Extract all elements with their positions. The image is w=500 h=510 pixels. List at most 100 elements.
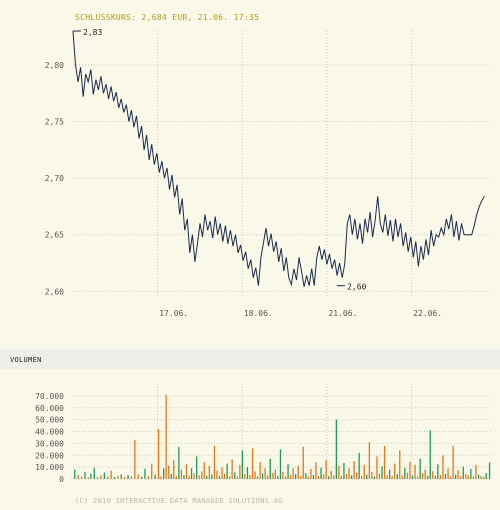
price-annotation-label: 2,60 [347, 283, 366, 292]
volume-bar [137, 474, 139, 479]
volume-bar [472, 476, 475, 479]
volume-bar [93, 467, 95, 479]
volume-bar [183, 475, 185, 479]
volume-bar [345, 474, 348, 479]
volume-bar [84, 471, 86, 479]
price-annotation-label: 2,83 [83, 28, 102, 37]
volume-bar [211, 474, 213, 479]
volume-bar [289, 475, 292, 479]
volume-bar [160, 476, 162, 479]
volume-bar [419, 458, 421, 479]
volume-bar [170, 474, 172, 479]
volume-bar [457, 470, 459, 479]
volume-bar [110, 470, 112, 479]
volume-bar [262, 473, 264, 479]
volume-bar [480, 476, 482, 479]
volume-bar [411, 475, 414, 479]
volume-bar [444, 473, 447, 479]
volume-y-tick-label: 10.000 [35, 463, 64, 472]
volume-bar [386, 475, 388, 479]
volume-bar [208, 465, 210, 479]
volume-bar [381, 466, 383, 479]
volume-bar [328, 476, 330, 479]
price-y-tick-label: 2,80 [45, 61, 64, 70]
volume-bar [267, 475, 269, 479]
price-y-axis: 2,60 2,65 2,70 2,75 2,80 [45, 61, 64, 296]
volume-bar [399, 450, 401, 479]
volume-bar [256, 476, 259, 479]
volume-bar [236, 476, 238, 479]
volume-bar [226, 463, 228, 479]
volume-bar [376, 456, 378, 479]
volume-bar [406, 472, 409, 479]
price-annotations: 2,83 2,60 [73, 28, 367, 292]
volume-y-tick-label: 30.000 [35, 439, 64, 448]
volume-bar [460, 476, 462, 479]
volume-bar [447, 468, 449, 479]
volume-bar [297, 465, 299, 479]
volume-bar [206, 475, 208, 479]
volume-bar [409, 461, 411, 479]
price-x-tick-label: 22.06. [413, 309, 442, 318]
volume-bar [180, 469, 182, 479]
volume-bar [244, 474, 246, 479]
volume-bar [391, 476, 393, 479]
volume-bar [401, 475, 403, 479]
volume-bar [427, 475, 429, 479]
volume-bar [272, 472, 274, 479]
volume-bar [147, 476, 149, 479]
copyright-footer: (C) 2010 INTERACTIVE DATA MANAGED SOLUTI… [75, 497, 283, 505]
volume-bar [241, 450, 243, 479]
volume-bar [310, 468, 312, 479]
price-y-tick-label: 2,70 [45, 174, 64, 183]
volume-bar [127, 475, 129, 479]
volume-bar [373, 476, 375, 479]
volume-bar [77, 474, 79, 479]
volume-bar [203, 462, 205, 479]
volume-bar [213, 445, 216, 480]
price-x-tick-label: 21.06. [328, 309, 357, 318]
volume-y-tick-label: 40.000 [35, 428, 64, 437]
volume-bar [394, 463, 396, 479]
volume-bar [168, 465, 170, 479]
volume-bar [416, 476, 419, 479]
volume-bar [439, 475, 442, 479]
volume-bar [396, 474, 398, 479]
volume-bar [120, 474, 122, 480]
price-grid [73, 31, 492, 297]
volume-bar [335, 419, 337, 479]
volume-bar [295, 474, 297, 479]
volume-bar [361, 476, 363, 479]
volume-y-tick-label: 20.000 [35, 451, 64, 460]
volume-bar [475, 464, 477, 480]
volume-bar [442, 455, 444, 480]
volume-bar [455, 474, 457, 479]
volume-bar [317, 476, 320, 479]
volume-bar [113, 477, 116, 479]
volume-bar [424, 469, 426, 479]
volume-y-tick-label: 70.000 [35, 392, 64, 401]
volume-bar [117, 475, 119, 479]
volume-bar [231, 459, 233, 479]
volume-bar [175, 476, 177, 479]
volume-bar [130, 476, 133, 479]
volume-bar [196, 456, 198, 479]
volume-bar [107, 476, 109, 479]
volume-bar [320, 467, 322, 479]
volume-bar [340, 475, 342, 479]
price-y-tick-label: 2,65 [45, 231, 64, 240]
volume-bar [198, 475, 200, 479]
volume-bar [274, 469, 276, 479]
volume-bar [325, 460, 327, 479]
volume-bar [358, 452, 360, 479]
volume-y-axis: 0 10.000 20.000 30.000 40.000 50.000 60.000 70.… [35, 392, 64, 484]
volume-bar [333, 475, 335, 479]
volume-bar [229, 476, 231, 479]
volume-bar [216, 470, 218, 479]
volume-grid [73, 384, 492, 480]
volume-bar [363, 464, 365, 480]
volume-bar [323, 474, 325, 480]
volume-bar [449, 476, 452, 479]
